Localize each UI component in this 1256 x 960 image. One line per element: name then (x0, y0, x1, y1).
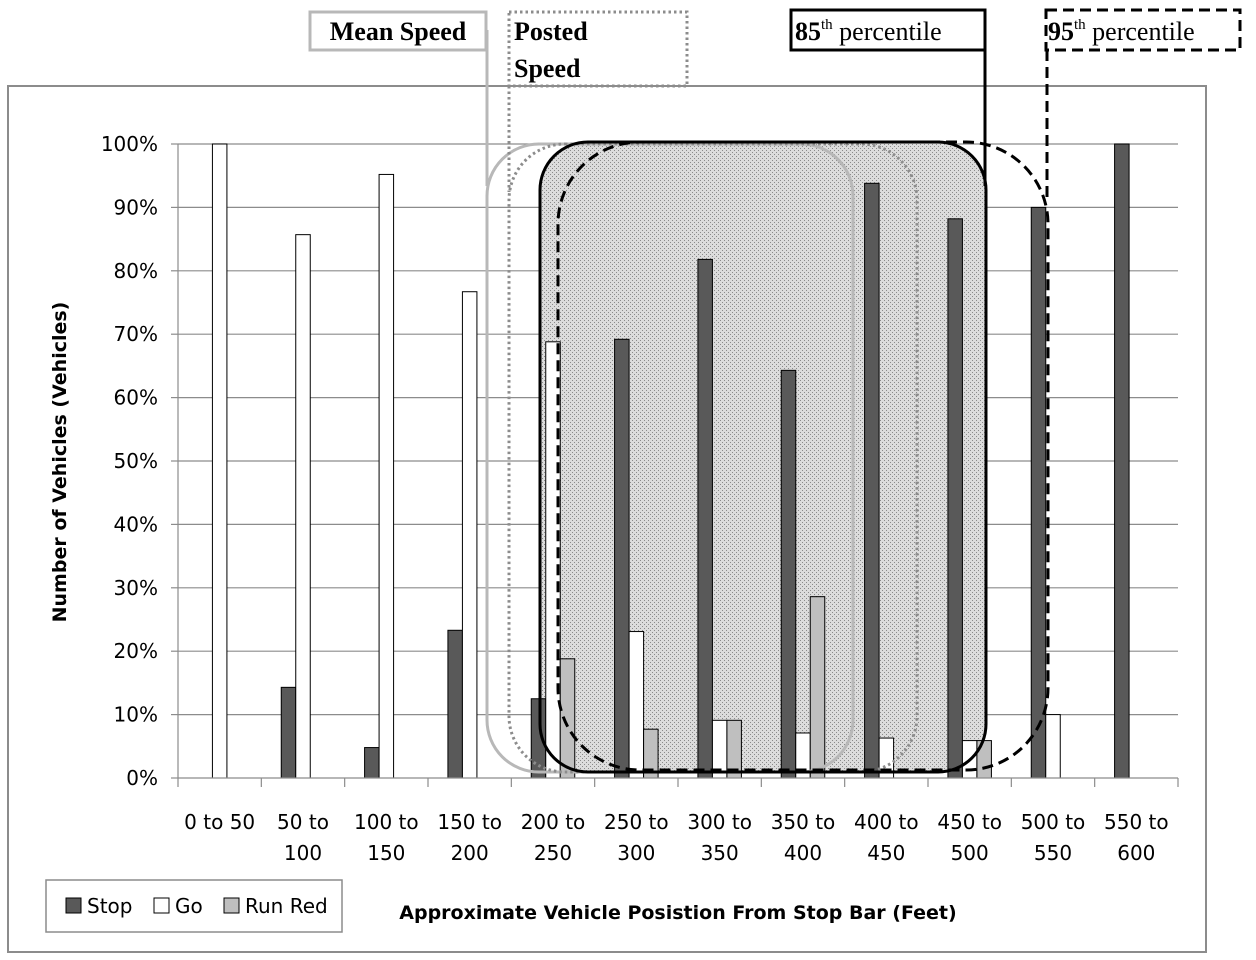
x-tick-label: 200 (451, 841, 489, 865)
bar-stop (864, 182, 880, 779)
y-tick-label: 90% (114, 195, 158, 219)
x-tick-label: 400 to (854, 810, 919, 834)
x-tick-label: 250 (534, 841, 572, 865)
p95-label: 95th percentile (1048, 17, 1195, 46)
p85-num: 85 (795, 17, 821, 46)
x-tick-label: 0 to 50 (184, 810, 255, 834)
legend-label-run-red: Run Red (245, 894, 328, 918)
bar-go (295, 234, 311, 779)
y-tick-label: 80% (114, 259, 158, 283)
y-tick-label: 30% (114, 576, 158, 600)
bar-go (461, 291, 478, 779)
bar-layer (211, 143, 1130, 779)
x-tick-label: 450 (867, 841, 905, 865)
posted-speed-box (507, 10, 689, 88)
p85-sup: th (821, 17, 833, 33)
p85-label: 85th percentile (795, 17, 942, 46)
outline-layer (485, 30, 1050, 774)
bar-go (211, 143, 228, 779)
legend-label-go: Go (175, 894, 203, 918)
bar-go (545, 341, 561, 779)
bar-go (378, 173, 395, 779)
bar-stop (614, 338, 630, 779)
bar-stop (364, 747, 380, 779)
x-tick-label: 250 to (604, 810, 669, 834)
p95-region (556, 140, 1050, 772)
legend-label-stop: Stop (87, 894, 132, 918)
x-tick-label: 350 to (771, 810, 836, 834)
percentile-shaded-region (540, 142, 986, 772)
y-axis-title: Number of Vehicles (Vehicles) (49, 302, 71, 623)
legend-swatch-stop (65, 897, 82, 914)
bar-go (628, 631, 645, 779)
annotation-posted-speed: Posted Speed (507, 10, 689, 88)
y-tick-label: 20% (114, 639, 158, 663)
x-tick-label: 350 (701, 841, 739, 865)
annotation-95th-percentile: 95th percentile (1044, 8, 1242, 52)
y-tick-label: 10% (114, 703, 158, 727)
x-tick-label: 100 (284, 841, 322, 865)
shade-layer (540, 142, 986, 772)
x-tick-label: 200 to (521, 810, 586, 834)
legend-swatch-go (153, 897, 170, 914)
legend-swatch-run-red (223, 897, 240, 914)
bar-stop (780, 369, 797, 779)
x-tick-label: 300 (617, 841, 655, 865)
axis-layer: 0% 10% 20% 30% 40% 50% 60% 70% 80% 90% 100% 0 to 50… (101, 132, 1179, 865)
x-axis-title: Approximate Vehicle Posistion From Stop … (399, 902, 956, 924)
x-tick-label: 150 to (437, 810, 502, 834)
x-tick-label: 450 to (937, 810, 1002, 834)
x-tick-label: 150 (367, 841, 405, 865)
bar-stop (697, 258, 713, 779)
bar-stop (280, 686, 297, 779)
posted-speed-region (507, 142, 919, 774)
x-tick-label: 100 to (354, 810, 419, 834)
p85-rest: percentile (833, 17, 942, 46)
annotation-85th-percentile: 85th percentile (789, 8, 987, 52)
legend: Stop Go Run Red (45, 879, 343, 933)
x-tick-label: 400 (784, 841, 822, 865)
y-tick-label: 70% (114, 322, 158, 346)
x-tick-label: 550 (1034, 841, 1072, 865)
y-tick-label: 50% (114, 449, 158, 473)
p95-num: 95 (1048, 17, 1074, 46)
legend-frame (45, 879, 343, 933)
bar-go (1045, 714, 1061, 779)
bar-run-red (809, 596, 826, 779)
mean-speed-label: Mean Speed (330, 17, 467, 46)
bar-stop (1114, 143, 1130, 779)
p95-rest: percentile (1086, 17, 1195, 46)
x-tick-label: 600 (1117, 841, 1155, 865)
p85-box (789, 8, 987, 52)
bar-stop (447, 629, 463, 779)
x-tick-label: 500 (951, 841, 989, 865)
y-tick-label: 60% (114, 386, 158, 410)
mean-speed-box (308, 10, 488, 52)
y-tick-label: 40% (114, 512, 158, 536)
posted-speed-label-line1: Posted (514, 17, 588, 46)
p95-box (1044, 8, 1242, 52)
bar-stop (947, 218, 963, 779)
annotation-mean-speed: Mean Speed (308, 10, 488, 52)
y-tick-label: 0% (126, 766, 158, 790)
y-tick-label: 100% (101, 132, 158, 156)
posted-speed-label-line2: Speed (514, 54, 581, 83)
x-tick-label: 550 to (1104, 810, 1169, 834)
x-tick-label: 50 to (277, 810, 329, 834)
p95-sup: th (1074, 17, 1086, 33)
x-tick-label: 300 to (687, 810, 752, 834)
bar-stop (1030, 206, 1047, 779)
x-tick-label: 500 to (1021, 810, 1086, 834)
